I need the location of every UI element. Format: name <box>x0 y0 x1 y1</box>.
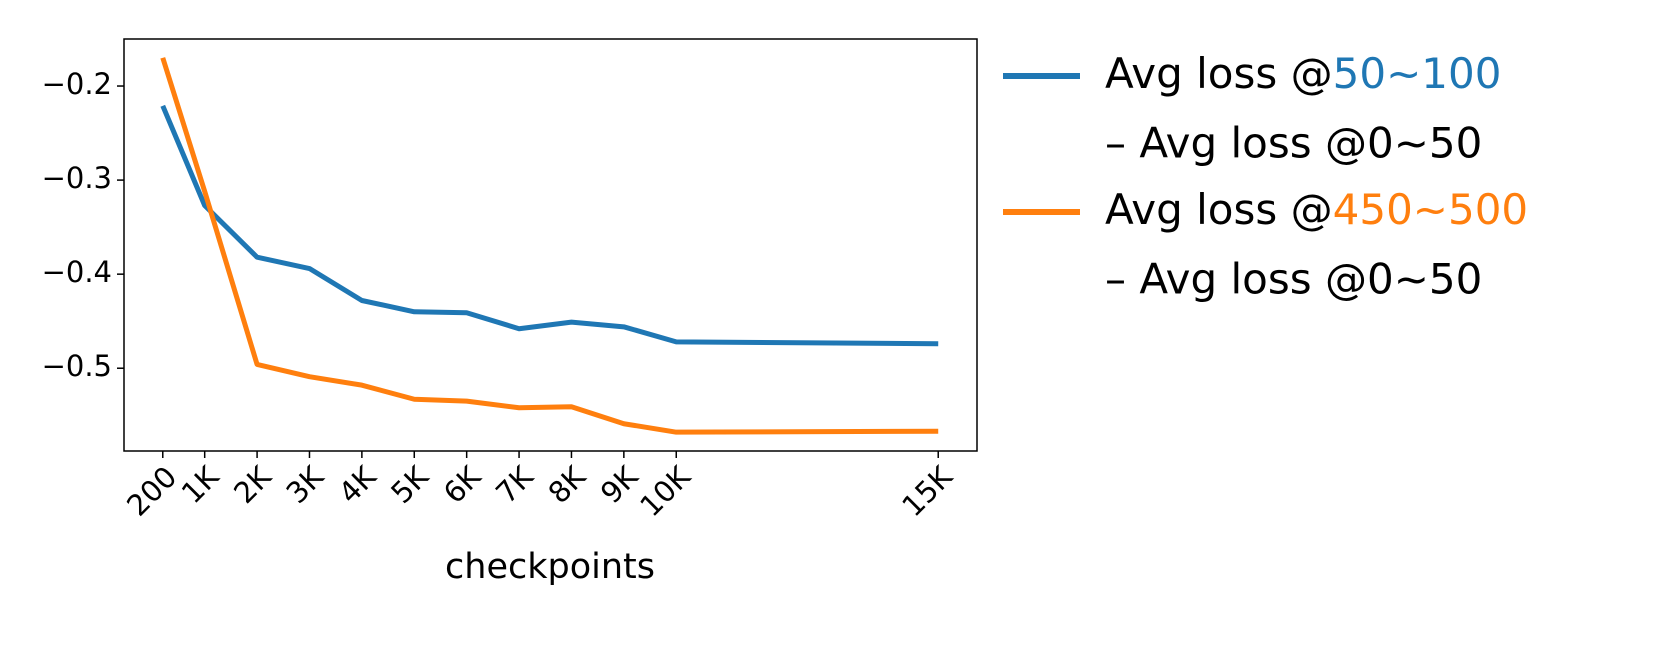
y-tick-label: −0.5 <box>42 349 112 383</box>
x-tick-label: 6K <box>437 459 488 510</box>
x-tick-label: 15K <box>895 459 959 523</box>
legend-label-line2: – Avg loss @0~50 <box>1105 119 1482 168</box>
y-tick-label: −0.3 <box>42 161 112 195</box>
plot-frame <box>123 38 978 452</box>
legend-label-highlight: 50~100 <box>1333 49 1502 98</box>
legend-label-part: Avg loss @ <box>1105 49 1333 98</box>
y-tick-label: −0.4 <box>42 255 112 289</box>
x-tick-label: 8K <box>542 459 593 510</box>
legend-label-line2: – Avg loss @0~50 <box>1105 255 1482 304</box>
legend-label: Avg loss @450~500 <box>1105 185 1528 234</box>
legend-label: Avg loss @50~100 <box>1105 49 1501 98</box>
x-tick-label: 4K <box>332 459 383 510</box>
x-tick-label: 200 <box>120 460 183 523</box>
x-tick-label: 10K <box>633 459 697 523</box>
legend-label-highlight: 450~500 <box>1333 185 1529 234</box>
y-tick-label: −0.2 <box>42 67 112 101</box>
x-axis-label: checkpoints <box>445 547 655 587</box>
x-tick-label: 3K <box>280 459 331 510</box>
legend-label-part: Avg loss @ <box>1105 185 1333 234</box>
x-tick-label: 7K <box>489 459 540 510</box>
series-line <box>160 57 939 435</box>
x-tick-label: 2K <box>227 459 278 510</box>
series-line <box>160 104 939 347</box>
x-tick-label: 5K <box>384 459 435 510</box>
x-tick-label: 1K <box>175 459 226 510</box>
